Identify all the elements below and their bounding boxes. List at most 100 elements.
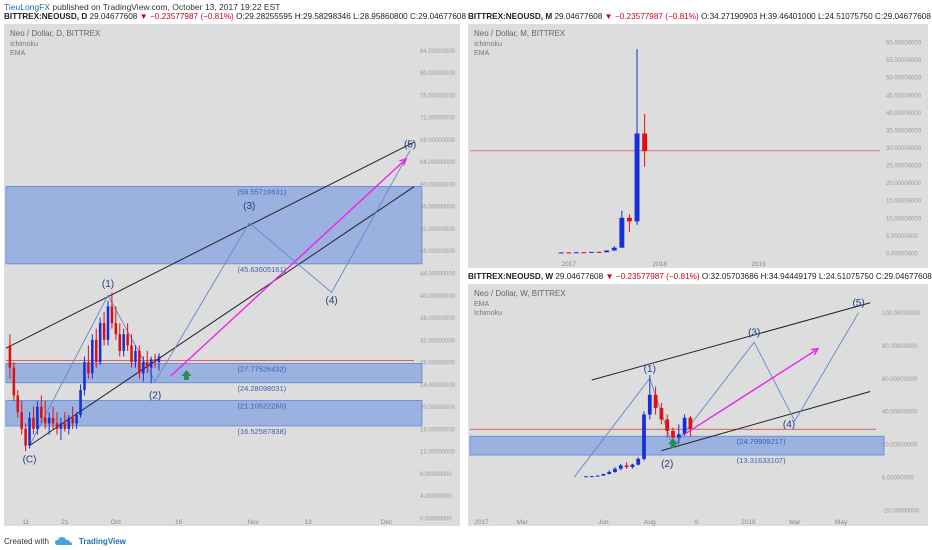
indicator-label: Ichimoku	[10, 41, 38, 48]
daily-open: O:29.28255595	[236, 12, 293, 21]
y-tick-label: 55.00000000	[886, 58, 922, 64]
x-tick-label: Mar	[789, 519, 801, 526]
candle-body	[79, 389, 82, 415]
indicator-label: EMA	[10, 50, 26, 57]
y-tick-label: 0.00000000	[882, 475, 914, 481]
candle-body	[51, 417, 55, 424]
candle-body	[142, 362, 145, 374]
candle-body	[682, 417, 687, 435]
daily-close: C:29.04677608	[410, 12, 466, 21]
y-tick-label: 25.00000000	[886, 164, 922, 170]
channel-line	[661, 391, 871, 452]
candle-body	[634, 133, 640, 222]
down-triangle-icon: ▼	[605, 272, 614, 281]
y-tick-label: 35.00000000	[886, 128, 922, 134]
candle-body	[589, 251, 594, 253]
weekly-header: BITTREX:NEOUSD, W 29.04677608 ▼ −0.23577…	[468, 272, 932, 284]
candle-body	[63, 423, 67, 429]
wave-path	[29, 150, 411, 446]
monthly-chart[interactable]: Neo / Dollar, M, BITTREX Ichimoku EMA 0.000…	[468, 24, 928, 268]
y-tick-label: 24.00000000	[420, 383, 456, 389]
y-tick-label: 45.00000000	[886, 93, 922, 99]
candle-body	[626, 217, 632, 222]
daily-chart[interactable]: Neo / Dollar, D, BITTREX Ichimoku EMA 0.000…	[4, 24, 460, 526]
fib-label: (16.52587838)	[237, 427, 286, 436]
candle-body	[8, 345, 12, 368]
weekly-close: C:29.04677608	[875, 272, 932, 281]
y-tick-label: 60.00000000	[420, 182, 456, 188]
y-tick-label: 10.00000000	[886, 216, 922, 222]
candle-body	[573, 252, 579, 254]
x-tick-label: 2017	[474, 519, 489, 526]
chart-title: Neo / Dollar, D, BITTREX	[10, 29, 101, 38]
down-triangle-icon: ▼	[604, 12, 613, 21]
y-tick-label: 100.00000000	[882, 311, 921, 317]
candle-body	[653, 394, 658, 408]
candle-body	[67, 417, 71, 429]
y-tick-label: 72.00000000	[420, 116, 456, 122]
wave-label: (1)	[102, 279, 114, 290]
candle-body	[659, 407, 664, 420]
created-with-text: Created with	[4, 536, 49, 546]
candle-body	[676, 434, 681, 438]
y-tick-label: 68.00000000	[420, 138, 456, 144]
candle-body	[12, 367, 16, 396]
monthly-header: BITTREX:NEOUSD, M 29.04677608 ▼ −0.23577…	[468, 12, 931, 24]
footer: Created with TradingView	[4, 536, 126, 546]
candle-body	[55, 423, 59, 429]
x-tick-label: 21	[61, 519, 69, 526]
fib-label: (24.28098031)	[237, 384, 286, 393]
fib-label: (27.77526432)	[237, 364, 286, 373]
candle-body	[618, 465, 623, 469]
y-tick-label: 64.00000000	[420, 160, 456, 166]
candle-body	[671, 430, 675, 438]
wave-label: (3)	[243, 201, 255, 212]
tradingview-brand[interactable]: TradingView	[78, 536, 126, 546]
publish-text: published on TradingView.com, October 13…	[52, 2, 281, 12]
fib-zone	[469, 435, 885, 456]
weekly-low: L:24.51075750	[818, 272, 874, 281]
y-tick-label: 0.00000000	[886, 251, 918, 257]
candle-body	[665, 419, 670, 431]
weekly-change: −0.23577987 (−0.81%)	[615, 272, 700, 281]
y-tick-label: 48.00000000	[420, 249, 456, 255]
monthly-chart-panel[interactable]: Neo / Dollar, M, BITTREX Ichimoku EMA 0.000…	[468, 24, 928, 268]
fib-label: (21.10522265)	[237, 401, 286, 410]
candle-body	[43, 417, 47, 424]
candle-body	[636, 458, 641, 465]
candle-body	[138, 350, 141, 374]
weekly-chart[interactable]: Neo / Dollar, W, BITTREX EMA Ichimoku -20.0…	[468, 284, 928, 526]
candle-body	[611, 247, 617, 251]
arrow-head-icon	[399, 157, 408, 166]
candle-body	[40, 406, 43, 418]
y-tick-label: -20.00000000	[882, 508, 920, 514]
daily-chart-panel[interactable]: Neo / Dollar, D, BITTREX Ichimoku EMA 0.000…	[4, 24, 460, 526]
wave-label: (4)	[325, 296, 337, 307]
y-tick-label: 16.00000000	[420, 427, 456, 433]
y-tick-label: 12.00000000	[420, 450, 456, 456]
target-arrow	[170, 158, 407, 377]
candle-body	[114, 323, 118, 335]
buy-marker-icon	[668, 438, 678, 449]
publish-bar: TieuLongFX published on TradingView.com,…	[4, 2, 280, 12]
candle-body	[24, 428, 27, 446]
candle-body	[59, 423, 63, 429]
candle-body	[118, 334, 122, 351]
candle-body	[581, 252, 587, 254]
fib-label: (13.31633107)	[737, 456, 786, 465]
candle-body	[102, 323, 106, 340]
y-tick-label: 30.00000000	[886, 146, 922, 152]
y-tick-label: 80.00000000	[882, 344, 918, 350]
target-arrow	[684, 348, 819, 435]
candle-body	[589, 476, 594, 478]
weekly-chart-panel[interactable]: Neo / Dollar, W, BITTREX EMA Ichimoku -20.0…	[468, 284, 928, 526]
author-link[interactable]: TieuLongFX	[4, 2, 50, 12]
monthly-low: L:24.51075750	[817, 12, 873, 21]
x-tick-label: Jun	[598, 519, 609, 526]
candle-body	[601, 473, 606, 476]
y-tick-label: 80.00000000	[420, 71, 456, 77]
candle-body	[110, 306, 114, 324]
monthly-symbol: BITTREX:NEOUSD, M	[468, 12, 553, 21]
y-tick-label: 60.00000000	[882, 377, 918, 383]
candle-body	[83, 362, 86, 390]
